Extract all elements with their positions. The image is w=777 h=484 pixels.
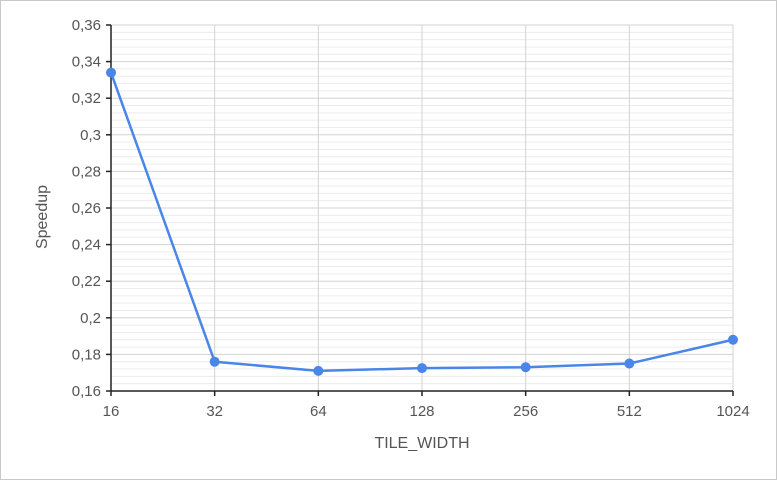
y-tick-label: 0,28 bbox=[72, 163, 101, 180]
data-point bbox=[209, 356, 220, 367]
data-point bbox=[728, 334, 738, 345]
y-tick-label: 0,3 bbox=[80, 127, 101, 144]
y-tick-label: 0,34 bbox=[72, 54, 101, 71]
axes-layer bbox=[106, 24, 734, 396]
y-tick-label: 0,24 bbox=[72, 237, 101, 254]
x-tick-label: 32 bbox=[206, 403, 223, 420]
y-tick-label: 0,26 bbox=[72, 200, 101, 217]
data-point bbox=[624, 358, 635, 369]
y-tick-label: 0,16 bbox=[72, 383, 101, 400]
x-tick-label: 1024 bbox=[716, 403, 749, 420]
data-point bbox=[417, 363, 427, 374]
x-tick-label: 64 bbox=[310, 403, 327, 420]
x-axis-title: TILE_WIDTH bbox=[374, 435, 469, 452]
y-tick-label: 0,22 bbox=[72, 273, 101, 290]
x-tick-label: 16 bbox=[103, 403, 120, 420]
y-tick-label: 0,36 bbox=[72, 17, 101, 34]
tick-labels: 0,16 0,18 0,2 0,22 0,24 0,26 0,28 0,3 0,32 0,34 0,… bbox=[72, 17, 750, 420]
x-tick-label: 512 bbox=[617, 403, 642, 420]
y-tick-label: 0,18 bbox=[72, 346, 101, 363]
y-tick-label: 0,32 bbox=[72, 90, 101, 107]
grid-layer bbox=[111, 24, 734, 391]
series-layer bbox=[106, 67, 738, 376]
data-point bbox=[520, 362, 531, 373]
data-point bbox=[106, 67, 116, 78]
x-tick-label: 256 bbox=[513, 403, 538, 420]
y-tick-label: 0,2 bbox=[80, 310, 101, 327]
y-axis-title: Speedup bbox=[34, 185, 51, 249]
data-point bbox=[313, 365, 324, 376]
x-tick-label: 128 bbox=[409, 403, 434, 420]
